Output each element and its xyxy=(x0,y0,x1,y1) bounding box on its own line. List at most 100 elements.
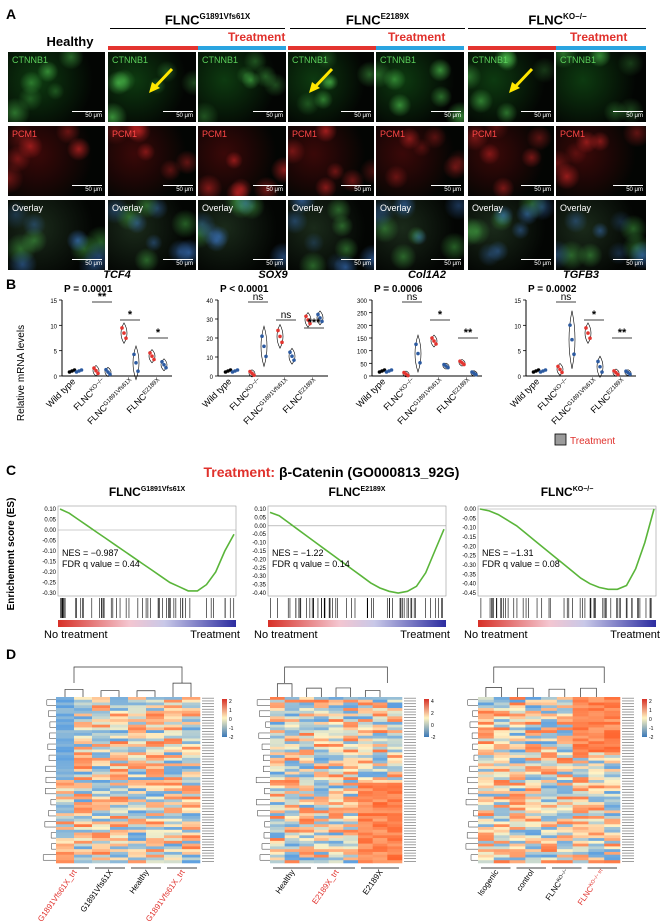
micrograph-label: PCM1 xyxy=(380,129,406,139)
heatmap-scale-tick: 2 xyxy=(431,711,434,717)
gsea-ytick: 0.05 xyxy=(44,518,56,524)
group-title-g1891: FLNCG1891Vfs61X xyxy=(164,12,251,28)
qpcr-ytick: 10 xyxy=(514,324,521,330)
micrograph-0-4: CTNNB1 50 μm xyxy=(376,52,464,122)
qpcr-point xyxy=(79,368,84,372)
gsea-title: FLNCE2189X xyxy=(329,485,386,499)
qpcr-ytick: 0 xyxy=(54,375,58,381)
scale-bar: 50 μm xyxy=(72,259,102,267)
qpcr-ytick: 100 xyxy=(357,350,368,356)
heatmap-scale-tick: 2 xyxy=(229,699,232,705)
heatmap-group-label: control xyxy=(515,868,536,893)
micrograph-2-5: Overlay 50 μm xyxy=(468,200,554,270)
gsea-left-label: No treatment xyxy=(44,629,108,638)
qpcr-point xyxy=(108,372,112,377)
qpcr-point xyxy=(122,331,126,335)
micrograph-label: CTNNB1 xyxy=(560,55,597,65)
gsea-ytick: -0.15 xyxy=(42,560,56,566)
qpcr-point xyxy=(262,344,266,349)
gsea-rank-bar xyxy=(478,620,656,627)
qpcr-pvalue: P = 0.0001 xyxy=(64,284,113,295)
heatmap-scale xyxy=(424,699,429,737)
gsea-ytick: -0.40 xyxy=(252,591,266,597)
qpcr-charts: Relative mRNA levels TCF4 P = 0.0001 0 5 10 1… xyxy=(16,269,636,447)
gsea-plot-2: FLNCKO−/− 0.00 -0.05 -0.10 -0.15 -0.20 -0.25 -0… xyxy=(462,485,660,638)
scale-bar: 50 μm xyxy=(341,259,371,267)
gsea-ylabel: Enrichement score (ES) xyxy=(6,498,17,611)
gsea-fdr: FDR q value = 0.08 xyxy=(482,559,560,569)
qpcr-point xyxy=(432,339,436,343)
qpcr-xlabel: FLNCG1891Vfs61X xyxy=(241,376,291,426)
qpcr-point xyxy=(434,342,438,346)
qpcr-significance: ns xyxy=(253,292,264,303)
heatmap-scale-tick: -2 xyxy=(229,735,234,741)
qpcr-ytick: 20 xyxy=(206,337,213,343)
dendrogram-top xyxy=(64,666,192,697)
gsea-ytick: -0.25 xyxy=(42,581,56,587)
qpcr-point xyxy=(152,357,156,362)
qpcr-point xyxy=(414,342,418,347)
qpcr-point xyxy=(406,373,410,378)
panel-b-letter: B xyxy=(6,276,17,292)
heatmap-2: 2 1 0 -1 -2 Isogenic control FLNCKO−/−FLNCKO−/−… xyxy=(465,666,654,907)
qpcr-point xyxy=(570,337,574,342)
qpcr-point xyxy=(260,334,264,339)
qpcr-point xyxy=(290,354,294,358)
qpcr-point xyxy=(318,316,322,320)
gsea-ytick: -0.35 xyxy=(252,583,266,589)
qpcr-ytick: 200 xyxy=(357,324,368,330)
qpcr-ytick: 0 xyxy=(518,375,522,381)
panel-c-title: Treatment: β-Catenin (GO000813_92G) xyxy=(203,464,460,480)
qpcr-point xyxy=(572,352,576,357)
micrograph-2-2: Overlay 50 μm xyxy=(198,200,286,270)
qpcr-point xyxy=(92,366,96,370)
qpcr-significance: ** xyxy=(464,327,473,339)
micrograph-label: CTNNB1 xyxy=(12,55,49,65)
qpcr-ytick: 250 xyxy=(357,312,368,318)
qpcr-point xyxy=(264,354,268,359)
micrograph-label: CTNNB1 xyxy=(472,55,509,65)
micrograph-0-2: CTNNB1 50 μm xyxy=(198,52,286,122)
qpcr-point xyxy=(316,312,320,317)
micrograph-label: PCM1 xyxy=(202,129,228,139)
micrograph-label: PCM1 xyxy=(12,129,38,139)
qpcr-point xyxy=(306,318,310,322)
heatmap-scale-tick: -2 xyxy=(431,735,436,741)
micrograph-label: CTNNB1 xyxy=(202,55,239,65)
yellow-arrow-icon xyxy=(149,67,174,93)
qpcr-point xyxy=(252,373,256,377)
micrograph-2-1: Overlay 50 μm xyxy=(108,200,196,270)
heatmap-scale-tick: 4 xyxy=(431,699,434,705)
scale-bar: 50 μm xyxy=(253,185,283,193)
micrograph-label: Overlay xyxy=(292,203,324,213)
gsea-ytick: -0.35 xyxy=(462,572,476,578)
micrograph-0-1: CTNNB1 50 μm xyxy=(108,52,196,122)
qpcr-point xyxy=(616,372,620,377)
treatment-legend-swatch xyxy=(554,433,567,446)
panel-d-letter: D xyxy=(6,646,17,662)
qpcr-xlabel: FLNCG1891Vfs61X xyxy=(85,376,135,426)
gsea-fdr: FDR q value = 0.44 xyxy=(62,559,140,569)
heatmap-scale-tick: 0 xyxy=(431,723,434,729)
heatmap-scale-tick: 1 xyxy=(229,708,232,714)
gsea-curve xyxy=(479,508,655,591)
dendrogram-left xyxy=(465,699,478,861)
gsea-title: FLNCG1891Vfs61X xyxy=(109,485,186,499)
qpcr-point xyxy=(586,331,590,335)
gsea-ytick: -0.20 xyxy=(462,544,476,550)
qpcr-point xyxy=(278,334,282,339)
gsea-ytick: 0.00 xyxy=(464,507,476,513)
qpcr-xlabel: FLNCG1891Vfs61X xyxy=(549,376,599,426)
micrograph-0-5: CTNNB1 50 μm xyxy=(468,52,554,122)
micrograph-2-4: Overlay 50 μm xyxy=(376,200,464,270)
micrograph-2-3: Overlay 50 μm xyxy=(288,200,374,270)
micrograph-1-1: PCM1 50 μm xyxy=(108,126,196,196)
qpcr-significance: * xyxy=(128,309,133,321)
dendrogram-left xyxy=(255,699,270,861)
micrograph-label: CTNNB1 xyxy=(380,55,417,65)
heatmap-scale xyxy=(642,699,647,737)
qpcr-point xyxy=(462,362,466,367)
